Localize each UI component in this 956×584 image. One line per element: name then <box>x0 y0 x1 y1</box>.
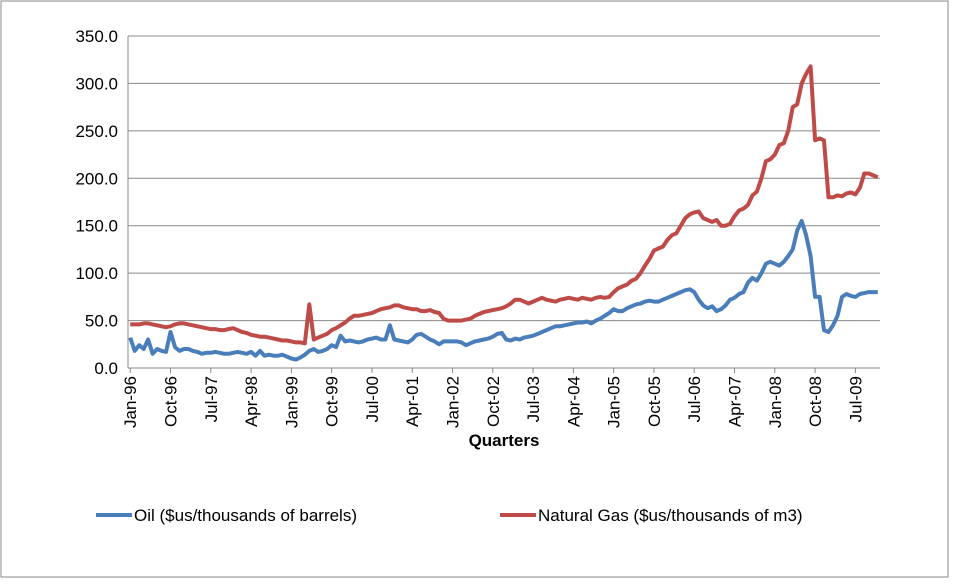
y-tick-label: 100.0 <box>75 264 118 283</box>
x-tick-label: Oct-96 <box>162 376 181 427</box>
x-tick-label: Oct-08 <box>806 376 825 427</box>
y-tick-label: 250.0 <box>75 122 118 141</box>
x-tick-label: Apr-04 <box>564 376 583 427</box>
y-tick-label: 150.0 <box>75 217 118 236</box>
x-tick-label: Jan-08 <box>766 376 785 428</box>
x-tick-label: Oct-02 <box>484 376 503 427</box>
x-tick-label: Apr-98 <box>242 376 261 427</box>
x-tick-label: Apr-01 <box>403 376 422 427</box>
x-tick-label: Jul-97 <box>202 376 221 422</box>
y-tick-label: 50.0 <box>85 312 118 331</box>
x-tick-label: Jan-02 <box>444 376 463 428</box>
series-line <box>130 64 879 346</box>
x-tick-label: Jan-96 <box>121 376 140 428</box>
y-tick-label: 350.0 <box>75 27 118 46</box>
x-tick-label: Oct-99 <box>323 376 342 427</box>
y-tick-label: 300.0 <box>75 74 118 93</box>
x-tick-label: Jul-09 <box>846 376 865 422</box>
x-tick-label: Jul-00 <box>363 376 382 422</box>
y-tick-label: 0.0 <box>94 359 118 378</box>
x-tick-label: Jan-99 <box>282 376 301 428</box>
x-tick-label: Jul-06 <box>685 376 704 422</box>
legend-label: Natural Gas ($us/thousands of m3) <box>538 506 803 525</box>
series-line <box>128 219 878 362</box>
x-tick-label: Oct-05 <box>645 376 664 427</box>
x-tick-label: Jul-03 <box>524 376 543 422</box>
y-tick-label: 200.0 <box>75 169 118 188</box>
x-tick-label: Apr-07 <box>726 376 745 427</box>
x-tick-label: Jan-05 <box>605 376 624 428</box>
legend-label: Oil ($us/thousands of barrels) <box>134 506 357 525</box>
x-axis-title: Quarters <box>469 431 540 450</box>
